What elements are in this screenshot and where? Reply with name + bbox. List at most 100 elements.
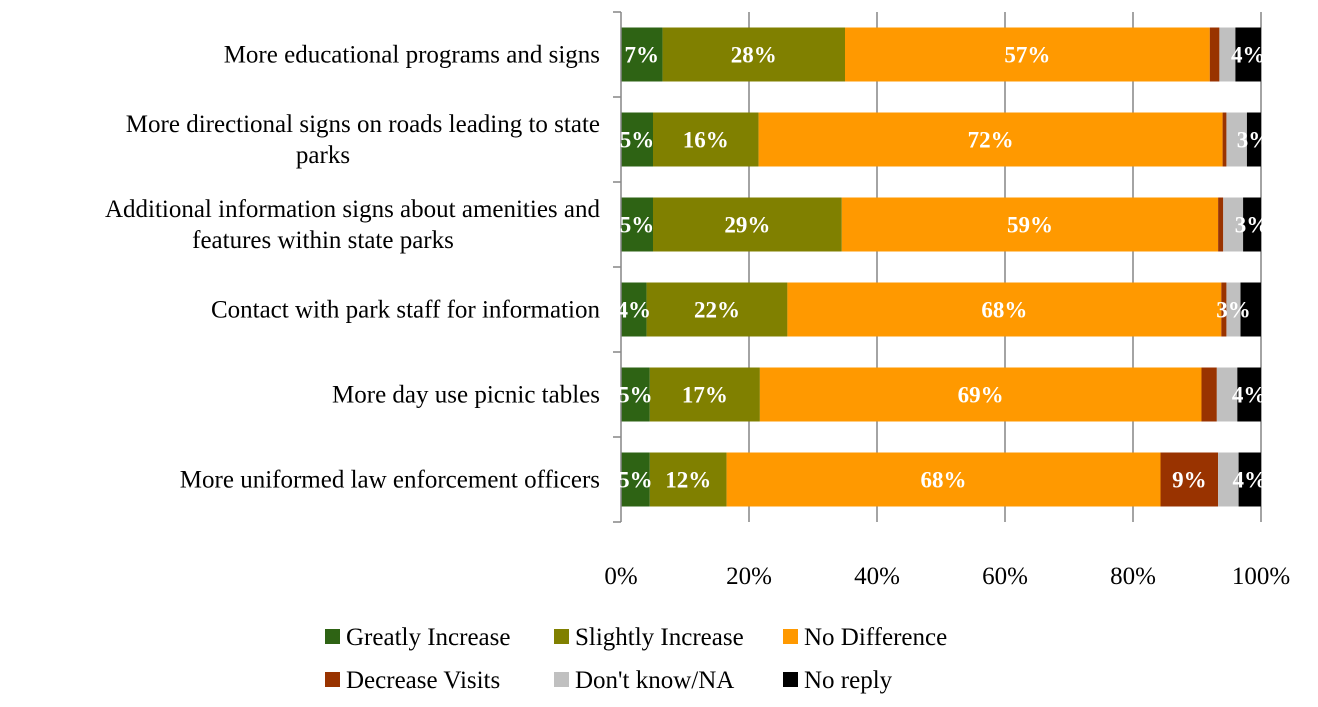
x-tick-label: 60%: [982, 563, 1028, 590]
bar-segment: [1222, 112, 1227, 167]
data-label: 5%: [620, 128, 655, 153]
x-tick-label: 40%: [854, 563, 900, 590]
bar-segment: [1221, 282, 1227, 337]
legend-swatch: [325, 629, 340, 644]
data-label: 59%: [1007, 213, 1053, 238]
bar-segment: [621, 27, 663, 82]
data-label: 68%: [921, 468, 967, 493]
category-label: More educational programs and signs: [224, 42, 600, 69]
data-label: 3%: [1237, 128, 1272, 153]
category-label: More directional signs on roads leading …: [126, 111, 600, 138]
category-label: features within state parks: [192, 227, 454, 254]
bar-segment: [621, 452, 650, 507]
bar-segment: [845, 27, 1210, 82]
data-label: 5%: [618, 383, 653, 408]
data-label: 4%: [1232, 383, 1267, 408]
x-tick-label: 20%: [726, 563, 772, 590]
bar-segment: [649, 452, 727, 507]
legend-label: Don't know/NA: [575, 667, 734, 694]
data-label: 57%: [1004, 43, 1050, 68]
bar-segment: [653, 197, 842, 252]
bar-segment: [662, 27, 845, 82]
category-label: parks: [296, 142, 350, 169]
bar-segment: [1243, 197, 1261, 252]
legend-item: Slightly Increase: [554, 624, 744, 651]
bar-segment: [1209, 27, 1220, 82]
bar-segment: [1160, 452, 1219, 507]
legend-item: No reply: [783, 667, 893, 694]
data-label: 5%: [620, 213, 655, 238]
bar-segment: [653, 112, 759, 167]
data-label: 5%: [618, 468, 653, 493]
axes: [613, 11, 622, 523]
legend-item: Greatly Increase: [325, 624, 510, 651]
category-label: Contact with park staff for information: [211, 297, 601, 324]
data-label: 3%: [1235, 213, 1270, 238]
data-label: 7%: [625, 43, 660, 68]
data-label: 4%: [1231, 43, 1266, 68]
bar-segment: [621, 112, 653, 167]
legend-label: Greatly Increase: [346, 624, 510, 651]
bar-segment: [1201, 367, 1217, 422]
legend-item: Don't know/NA: [554, 667, 734, 694]
bar-segment: [758, 112, 1223, 167]
data-labels: 7% 28% 57% 4% 5% 16% 72% 3% 5% 29% 59% 3% 4% 22% 68% 3%…: [617, 43, 1272, 493]
bar-segment: [1216, 367, 1238, 422]
bar-segment: [1237, 367, 1261, 422]
bar-segment: [1218, 197, 1224, 252]
category-label: More day use picnic tables: [332, 382, 600, 409]
bar-segment: [759, 367, 1202, 422]
x-tick-label: 80%: [1110, 563, 1156, 590]
data-label: 16%: [683, 128, 729, 153]
x-tick-label: 0%: [604, 563, 637, 590]
legend-item: Decrease Visits: [325, 667, 500, 694]
data-label: 17%: [682, 383, 728, 408]
data-label: 72%: [968, 128, 1014, 153]
data-label: 4%: [1233, 468, 1268, 493]
data-label: 9%: [1172, 468, 1207, 493]
bar-segment: [1238, 452, 1261, 507]
bar-segment: [841, 197, 1219, 252]
bar-segment: [649, 367, 760, 422]
gridlines: [748, 12, 1262, 522]
legend-label: No Difference: [804, 624, 947, 651]
bar-segment: [1223, 197, 1244, 252]
bar-segment: [1246, 112, 1261, 167]
bar-segment: [1226, 282, 1241, 337]
data-label: 68%: [981, 298, 1027, 323]
bar-segment: [1226, 112, 1247, 167]
legend-swatch: [783, 629, 798, 644]
category-label: More uniformed law enforcement officers: [180, 467, 600, 494]
legend-swatch: [554, 672, 569, 687]
bar-segment: [646, 282, 788, 337]
bar-segment: [787, 282, 1222, 337]
bar-segment: [726, 452, 1161, 507]
legend-label: Slightly Increase: [575, 624, 744, 651]
bar-segment: [621, 367, 650, 422]
data-label: 22%: [694, 298, 740, 323]
data-label: 4%: [617, 298, 652, 323]
legend: Greatly Increase Slightly Increase No Diff…: [325, 624, 947, 694]
data-label: 29%: [724, 213, 770, 238]
x-tick-labels: 0% 20% 40% 60% 80% 100%: [604, 563, 1290, 590]
bar-segment: [1235, 27, 1261, 82]
legend-swatch: [783, 672, 798, 687]
legend-item: No Difference: [783, 624, 947, 651]
data-label: 12%: [665, 468, 711, 493]
legend-swatch: [554, 629, 569, 644]
bar-segment: [1219, 27, 1236, 82]
data-label: 3%: [1216, 298, 1251, 323]
bars: [621, 27, 1261, 507]
x-tick-label: 100%: [1232, 563, 1290, 590]
bar-segment: [1218, 452, 1239, 507]
category-label: Additional information signs about ameni…: [105, 196, 601, 223]
category-labels: More educational programs and signs More …: [105, 42, 601, 494]
bar-segment: [1240, 282, 1261, 337]
data-label: 28%: [731, 43, 777, 68]
bar-segment: [621, 282, 647, 337]
legend-swatch: [325, 672, 340, 687]
legend-label: No reply: [804, 667, 893, 694]
legend-label: Decrease Visits: [346, 667, 500, 694]
data-label: 69%: [958, 383, 1004, 408]
